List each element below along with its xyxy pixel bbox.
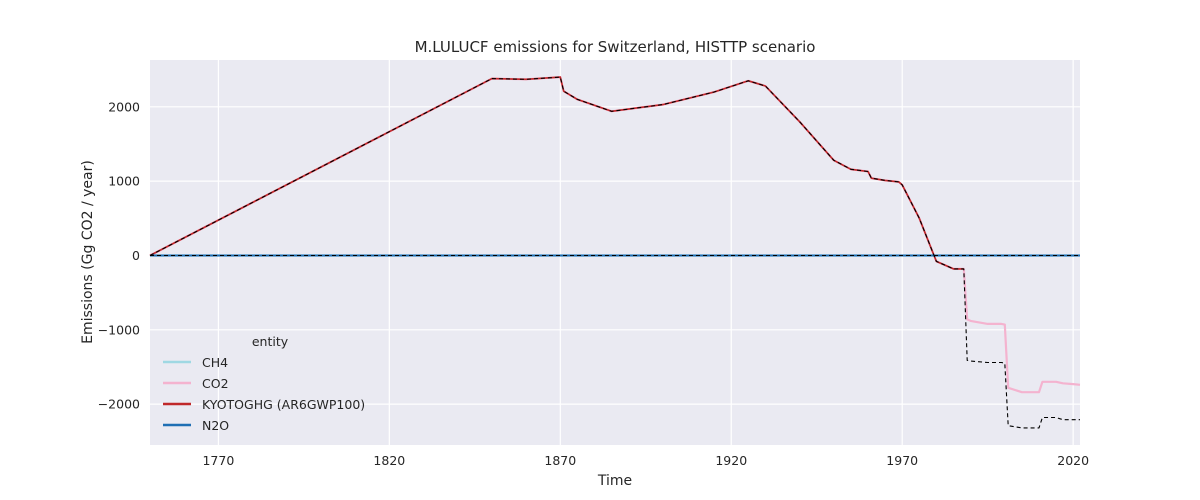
chart-title: M.LULUCF emissions for Switzerland, HIST… <box>415 38 816 56</box>
x-tick-label: 1870 <box>544 453 576 468</box>
x-tick-label: 2020 <box>1057 453 1089 468</box>
legend-entry-ch4: CH4 <box>202 355 228 370</box>
legend-entry-co2: CO2 <box>202 376 229 391</box>
y-tick-label: −2000 <box>98 397 140 412</box>
legend-entry-kyotoghg: KYOTOGHG (AR6GWP100) <box>202 397 365 412</box>
x-ticks: 1770 1820 1870 1920 1970 2020 <box>202 453 1089 468</box>
y-tick-label: −1000 <box>98 322 140 337</box>
legend: entity CH4 CO2 KYOTOGHG (AR6GWP100) N2O <box>163 334 365 433</box>
x-tick-label: 1970 <box>886 453 918 468</box>
x-tick-label: 1920 <box>715 453 747 468</box>
legend-title: entity <box>252 334 289 349</box>
series-line-total-dashed-5 <box>149 76 1080 429</box>
y-axis-label: Emissions (Gg CO2 / year) <box>80 160 96 344</box>
y-tick-label: 0 <box>132 248 140 263</box>
series-layer <box>149 75 1081 429</box>
x-axis-label: Time <box>597 473 632 489</box>
plot-background <box>150 60 1080 445</box>
y-tick-label: 1000 <box>108 174 140 189</box>
y-tick-label: 2000 <box>108 99 140 114</box>
y-ticks: −2000 −1000 0 1000 2000 <box>98 99 140 411</box>
x-tick-label: 1770 <box>202 453 234 468</box>
legend-entry-n2o: N2O <box>202 418 229 433</box>
x-tick-label: 1820 <box>373 453 405 468</box>
